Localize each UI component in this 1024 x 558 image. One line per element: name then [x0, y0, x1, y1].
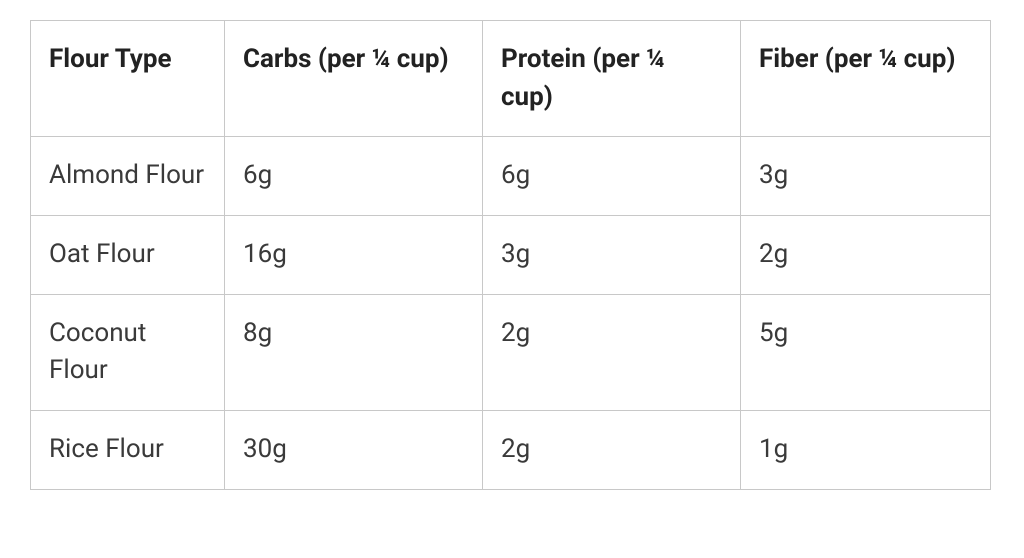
cell-fiber: 1g	[741, 411, 991, 490]
table-row: Coconut Flour 8g 2g 5g	[31, 294, 991, 410]
cell-flour-type: Rice Flour	[31, 411, 225, 490]
cell-protein: 6g	[483, 137, 741, 216]
cell-protein: 2g	[483, 294, 741, 410]
column-header-fiber: Fiber (per ¼ cup)	[741, 21, 991, 137]
cell-carbs: 6g	[225, 137, 483, 216]
column-header-carbs: Carbs (per ¼ cup)	[225, 21, 483, 137]
cell-carbs: 30g	[225, 411, 483, 490]
table-row: Oat Flour 16g 3g 2g	[31, 216, 991, 295]
cell-carbs: 8g	[225, 294, 483, 410]
cell-protein: 3g	[483, 216, 741, 295]
cell-protein: 2g	[483, 411, 741, 490]
table-row: Rice Flour 30g 2g 1g	[31, 411, 991, 490]
cell-fiber: 3g	[741, 137, 991, 216]
cell-flour-type: Almond Flour	[31, 137, 225, 216]
cell-carbs: 16g	[225, 216, 483, 295]
table-header-row: Flour Type Carbs (per ¼ cup) Protein (pe…	[31, 21, 991, 137]
cell-flour-type: Coconut Flour	[31, 294, 225, 410]
column-header-flour-type: Flour Type	[31, 21, 225, 137]
flour-nutrition-table: Flour Type Carbs (per ¼ cup) Protein (pe…	[30, 20, 991, 490]
table-row: Almond Flour 6g 6g 3g	[31, 137, 991, 216]
cell-flour-type: Oat Flour	[31, 216, 225, 295]
cell-fiber: 2g	[741, 216, 991, 295]
cell-fiber: 5g	[741, 294, 991, 410]
column-header-protein: Protein (per ¼ cup)	[483, 21, 741, 137]
